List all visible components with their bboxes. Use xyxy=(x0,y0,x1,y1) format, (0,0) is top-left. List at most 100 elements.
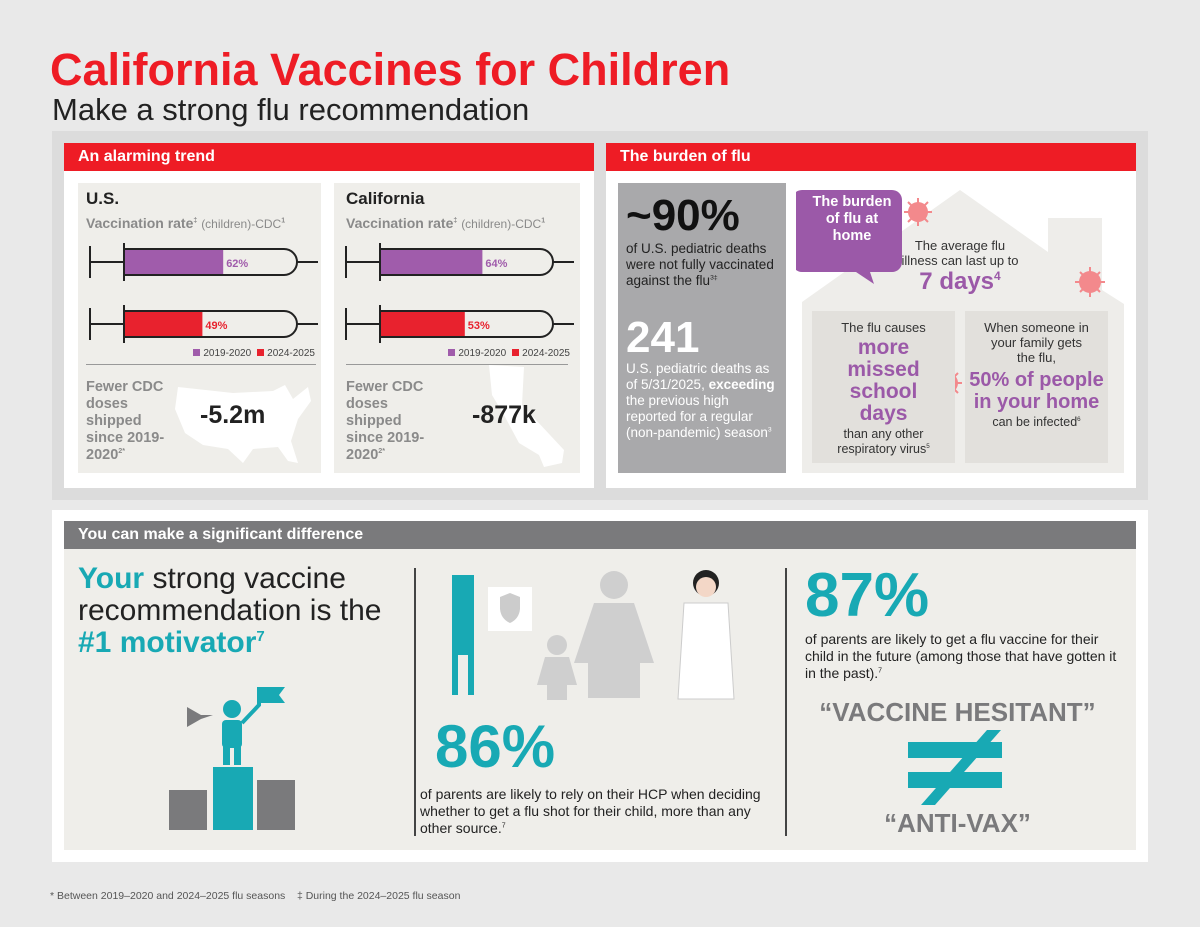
ref: ‡ xyxy=(193,217,198,225)
ref: 7 xyxy=(256,628,265,645)
family-box: When someone in your family gets the flu… xyxy=(965,311,1108,463)
ref: 1 xyxy=(281,217,286,225)
ref: 5 xyxy=(926,442,930,450)
stat86-text: of parents are likely to rely on their H… xyxy=(420,786,770,837)
syringe-fill xyxy=(380,311,465,337)
stat-emphasis: exceeding xyxy=(708,377,775,392)
ref: 6 xyxy=(1077,415,1081,423)
motivator-lead: Your xyxy=(78,562,145,595)
family-intro: When someone in your family gets the flu… xyxy=(984,320,1089,365)
family-highlight: 50% of people in your home xyxy=(969,369,1104,413)
legend: 2019-2020 2024-2025 xyxy=(187,348,315,359)
stats-box: ~90% of U.S. pediatric deaths were not f… xyxy=(618,183,786,473)
stat86-label: of parents are likely to rely on their H… xyxy=(420,786,761,836)
ca-map xyxy=(489,365,564,467)
us-map xyxy=(175,385,311,463)
metric: Vaccination rate‡ (children)-CDC1 xyxy=(346,215,545,231)
bubble-text: The burden of flu at home xyxy=(812,194,892,244)
ref: 3 xyxy=(767,426,772,434)
us-panel: U.S. Vaccination rate‡ (children)-CDC1 6… xyxy=(78,183,321,473)
ref: 7 xyxy=(501,822,506,830)
hesitant-label: “VACCINE HESITANT” xyxy=(819,697,1096,727)
footnote: ‡ During the 2024–2025 flu season xyxy=(296,890,461,902)
subtitle: Make a strong flu recommendation xyxy=(52,92,530,127)
ref: ‡ xyxy=(453,217,458,225)
motivator-highlight: #1 motivator xyxy=(78,626,257,659)
divider xyxy=(414,568,416,836)
school-outro-text: than any other respiratory virus xyxy=(837,427,927,456)
metric-label: Vaccination rate xyxy=(346,215,454,231)
metric-source: (children)-CDC xyxy=(461,217,542,231)
doses-label: Fewer CDC doses shipped since 2019-2020 xyxy=(86,379,165,463)
duration-text: The average flu illness can last up to xyxy=(901,238,1019,268)
swatch xyxy=(257,349,265,356)
burden-heading: The burden of flu xyxy=(606,143,1136,171)
syringes: 64% 53% xyxy=(345,243,574,343)
stat-label: of U.S. pediatric deaths were not fully … xyxy=(626,241,774,288)
divider xyxy=(346,364,568,365)
duration-number: 7 days xyxy=(919,268,995,295)
stat-text: U.S. pediatric deaths as of 5/31/2025, e… xyxy=(626,361,782,441)
stat-value: ~90% xyxy=(626,191,740,240)
ref: 1 xyxy=(541,217,546,225)
legend: 2019-2020 2024-2025 xyxy=(442,348,570,359)
swatch xyxy=(193,349,201,356)
stat-label: the previous high reported for a regular… xyxy=(626,393,768,440)
footnote: * Between 2019–2020 and 2024–2025 flu se… xyxy=(50,890,286,902)
stat87-label: of parents are likely to get a flu vacci… xyxy=(805,631,1117,681)
doses-text: Fewer CDC doses shipped since 2019-20202… xyxy=(86,379,176,464)
metric-label: Vaccination rate xyxy=(86,215,194,231)
ca-panel: California Vaccination rate‡ (children)-… xyxy=(334,183,580,473)
ref: 7 xyxy=(878,667,883,675)
divider xyxy=(785,568,787,836)
syringe-label: 64% xyxy=(485,258,507,270)
stat87-text: of parents are likely to get a flu vacci… xyxy=(805,631,1130,682)
ref: 3‡ xyxy=(710,274,718,282)
podium-icon xyxy=(169,687,295,830)
stat87-value: 87% xyxy=(805,561,930,630)
syringe-fill xyxy=(124,249,224,275)
stat-text: of U.S. pediatric deaths were not fully … xyxy=(626,241,776,289)
legend-entry: 2024-2025 xyxy=(267,348,315,359)
duration-value: 7 days4 xyxy=(900,268,1020,296)
motivator-text: strong vaccine recommendation is the xyxy=(78,562,382,627)
ref: 2* xyxy=(118,446,126,456)
syringe-label: 53% xyxy=(468,320,490,332)
motivator: Your strong vaccine recommendation is th… xyxy=(78,563,408,659)
swatch xyxy=(448,349,456,356)
divider xyxy=(86,364,316,365)
ref: 4 xyxy=(994,269,1001,283)
footnotes: * Between 2019–2020 and 2024–2025 flu se… xyxy=(50,890,460,902)
school-intro: The flu causes xyxy=(841,320,926,335)
syringe-fill xyxy=(380,249,483,275)
people-icons xyxy=(452,570,735,700)
family-outro: can be infected6 xyxy=(965,415,1108,429)
school-highlight: more missed school days xyxy=(847,336,920,425)
stat-label: U.S. pediatric deaths as of 5/31/2025, xyxy=(626,361,770,392)
legend-entry: 2019-2020 xyxy=(203,348,252,359)
legend-entry: 2024-2025 xyxy=(522,348,570,359)
syringe-label: 49% xyxy=(205,320,227,332)
title: California Vaccines for Children xyxy=(50,44,731,95)
doses-value: -5.2m xyxy=(200,401,266,429)
school-box: The flu causes more missed school days t… xyxy=(812,311,955,463)
stat-value: 241 xyxy=(626,313,700,362)
syringe-label: 62% xyxy=(226,258,248,270)
region: U.S. xyxy=(86,189,120,208)
doses-label: Fewer CDC doses shipped since 2019-2020 xyxy=(346,379,425,463)
syringe-fill xyxy=(124,311,203,337)
school-outro: than any other respiratory virus5 xyxy=(824,427,944,457)
doses-value: -877k xyxy=(472,401,536,429)
family-outro-text: can be infected xyxy=(992,415,1078,429)
difference-heading: You can make a significant difference xyxy=(64,521,1136,549)
swatch xyxy=(512,349,520,356)
antivax-label: “ANTI-VAX” xyxy=(884,808,1031,838)
metric: Vaccination rate‡ (children)-CDC1 xyxy=(86,215,285,231)
doses-text: Fewer CDC doses shipped since 2019-20202… xyxy=(346,379,436,464)
not-equal-icon xyxy=(908,730,1002,805)
trend-heading: An alarming trend xyxy=(64,143,594,171)
stat86-value: 86% xyxy=(435,713,556,780)
ref: 2* xyxy=(378,446,386,456)
